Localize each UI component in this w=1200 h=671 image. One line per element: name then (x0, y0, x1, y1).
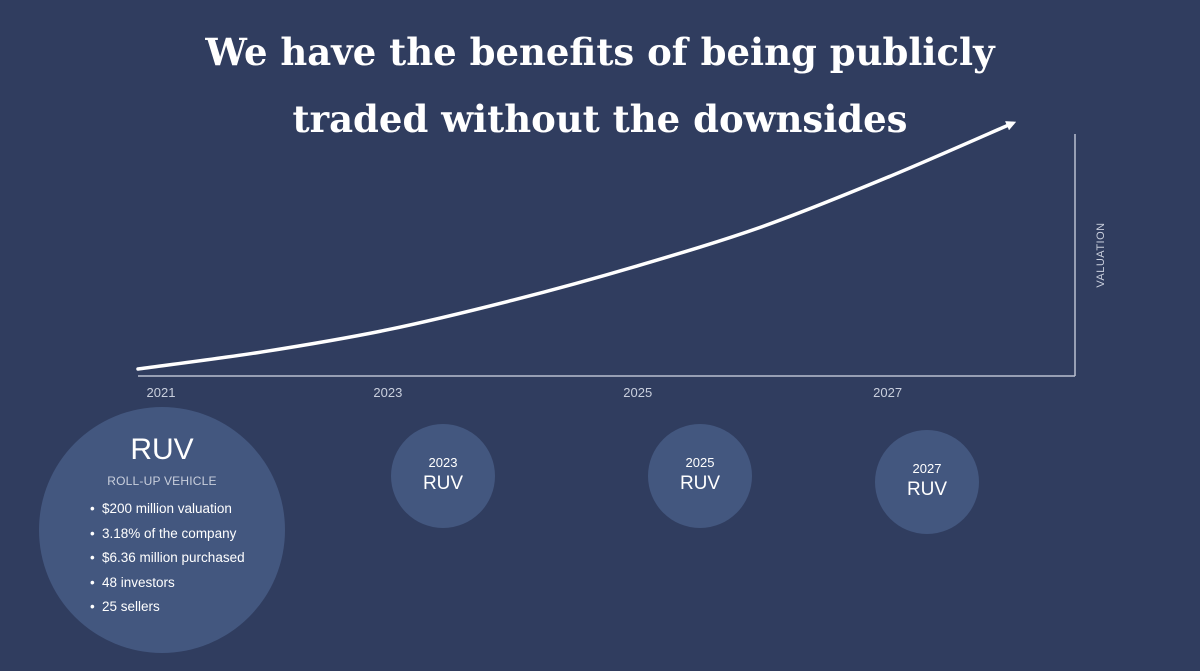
circle-year: 2027 (912, 460, 942, 476)
list-item: • 3.18% of the company (90, 525, 237, 541)
circle-name: RUV (679, 473, 721, 495)
ruv-2025-circle: 2025 RUV (648, 424, 752, 528)
ruv-name: RUV (130, 433, 194, 466)
slide-title-line-2: traded without the downsides (292, 97, 908, 141)
valuation-trend-arrow (136, 121, 1017, 371)
ruv-2023-circle: 2023 RUV (391, 424, 495, 528)
ruv-2021-circle: RUV ROLL-UP VEHICLE • $200 million valuat… (39, 407, 285, 653)
slide-title-line-1: We have the benefits of being publicly (205, 30, 995, 74)
circle-year: 2023 (428, 454, 458, 470)
ruv-subtitle: ROLL-UP VEHICLE (107, 474, 217, 488)
x-tick-label: 2021 (146, 385, 176, 400)
y-axis-label: VALUATION (1095, 222, 1107, 288)
ruv-details-list: • $200 million valuation • 3.18% of the co… (90, 497, 245, 620)
list-item: • $6.36 million purchased (90, 550, 245, 565)
circle-year: 2025 (685, 454, 715, 470)
list-item: • 25 sellers (90, 599, 160, 614)
x-tick-label: 2023 (373, 385, 403, 400)
x-tick-label: 2027 (873, 385, 903, 400)
list-item: • 48 investors (90, 574, 175, 590)
x-tick-label: 2025 (623, 385, 653, 400)
circle-name: RUV (906, 479, 948, 501)
list-item: • $200 million valuation (90, 501, 232, 516)
ruv-2027-circle: 2027 RUV (875, 430, 979, 534)
circle-name: RUV (422, 473, 464, 495)
